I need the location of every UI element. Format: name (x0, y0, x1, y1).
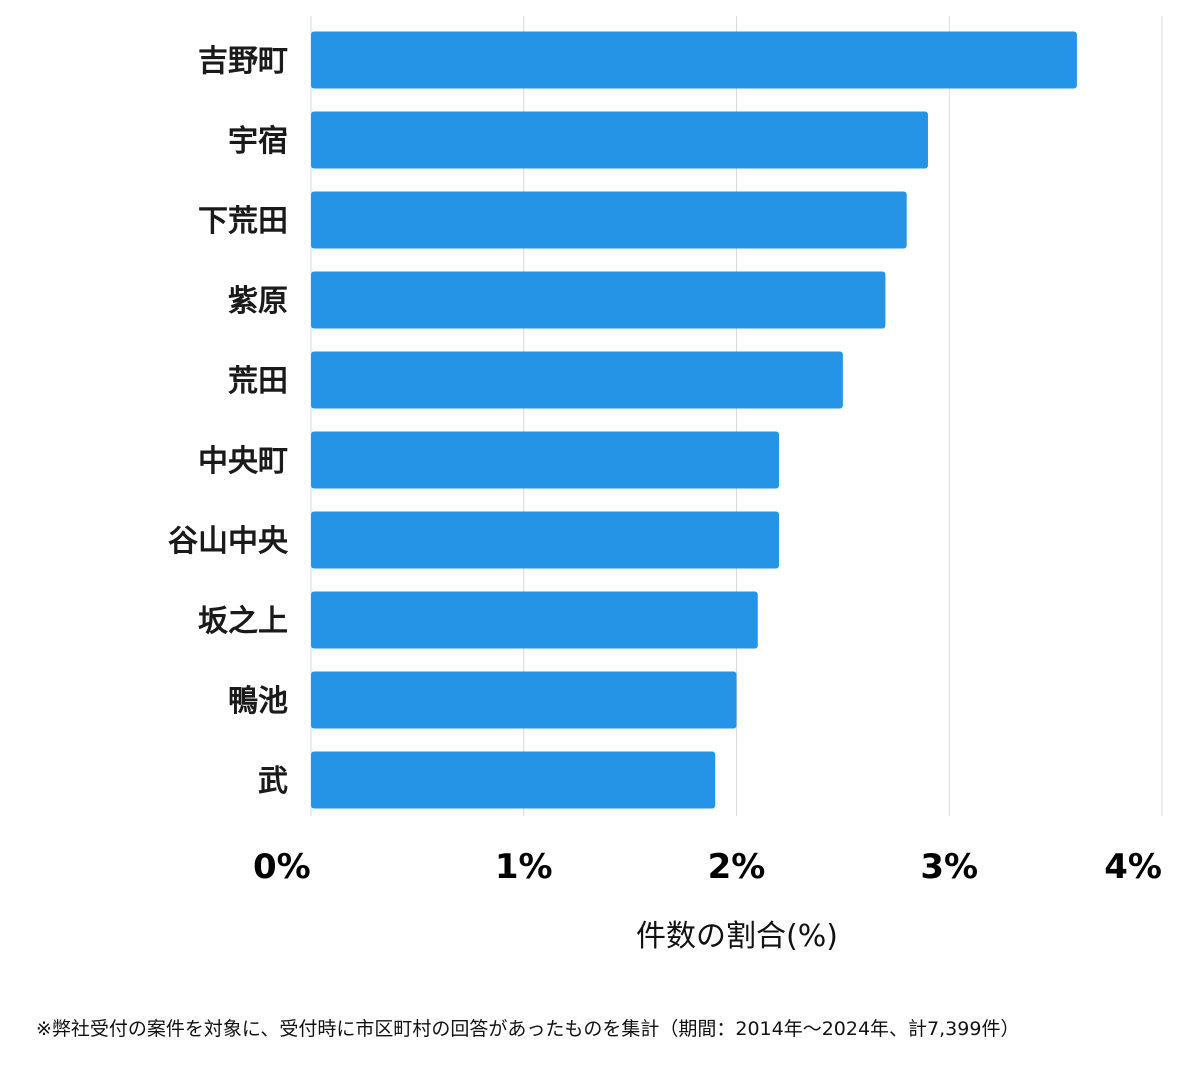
x-tick-label: 4% (1104, 847, 1162, 887)
x-tick-label: 2% (708, 847, 766, 887)
x-tick-label: 1% (495, 847, 553, 887)
bar (311, 431, 780, 489)
category-label: 吉野町 (198, 44, 288, 79)
bar (311, 271, 886, 329)
x-tick-label: 0% (253, 847, 311, 887)
bars (311, 31, 1077, 809)
bar (311, 111, 928, 169)
x-tick-labels: 0% 1% 2% 3% 4% (253, 847, 1162, 887)
category-label: 紫原 (228, 284, 288, 319)
category-label: 谷山中央 (168, 524, 289, 559)
category-label: 武 (258, 764, 288, 799)
footnote: ※弊社受付の案件を対象に、受付時に市区町村の回答があったものを集計（期間：201… (36, 1018, 1020, 1040)
x-axis-title: 件数の割合(%) (636, 919, 838, 954)
category-label: 下荒田 (198, 204, 288, 239)
bar (311, 751, 716, 809)
category-label: 中央町 (198, 444, 288, 479)
x-tick-label: 3% (920, 847, 978, 887)
bar (311, 31, 1077, 89)
bar (311, 591, 758, 649)
bar (311, 671, 737, 729)
category-label: 鴨池 (228, 684, 288, 719)
bar (311, 511, 780, 569)
bar (311, 191, 907, 249)
category-label: 宇宿 (228, 124, 288, 159)
bar (311, 351, 843, 409)
category-label: 荒田 (228, 364, 288, 399)
category-label: 坂之上 (198, 604, 288, 639)
